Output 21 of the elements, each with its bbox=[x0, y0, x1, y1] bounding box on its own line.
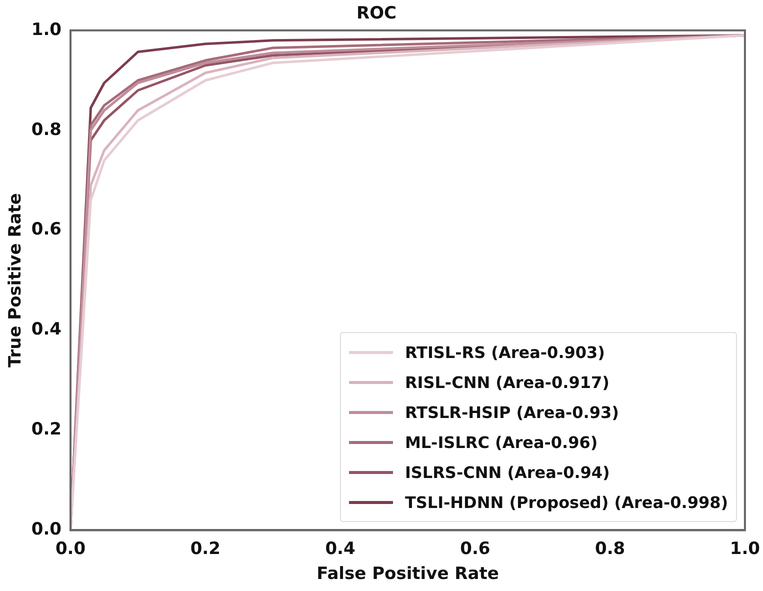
y-tick-label: 0.0 bbox=[31, 520, 62, 540]
y-tick-label: 1.0 bbox=[31, 20, 62, 40]
x-tick-label: 1.0 bbox=[730, 538, 760, 559]
x-tick-label: 0.6 bbox=[460, 538, 490, 559]
y-tick-label: 0.4 bbox=[31, 320, 62, 340]
x-tick-label: 0.0 bbox=[55, 538, 86, 559]
y-tick-label: 0.6 bbox=[31, 220, 62, 240]
legend-label: RTSLR-HSIP (Area-0.93) bbox=[404, 402, 619, 422]
legend-label: RTISL-RS (Area-0.903) bbox=[404, 342, 605, 362]
legend-label: TSLI-HDNN (Proposed) (Area-0.998) bbox=[404, 492, 728, 512]
y-tick-label: 0.8 bbox=[31, 120, 62, 140]
legend-label: ML-ISLRC (Area-0.96) bbox=[404, 432, 598, 452]
x-tick-label: 0.8 bbox=[594, 538, 626, 559]
y-tick-label: 0.2 bbox=[31, 420, 62, 440]
legend-label: RISL-CNN (Area-0.917) bbox=[404, 372, 610, 392]
x-tick-label: 0.4 bbox=[325, 538, 356, 559]
x-axis-title: False Positive Rate bbox=[316, 564, 499, 584]
legend-label: ISLRS-CNN (Area-0.94) bbox=[404, 462, 610, 482]
x-tick-label: 0.2 bbox=[190, 538, 220, 559]
chart-title: ROC bbox=[356, 4, 397, 24]
y-axis-title: True Positive Rate bbox=[6, 193, 26, 368]
